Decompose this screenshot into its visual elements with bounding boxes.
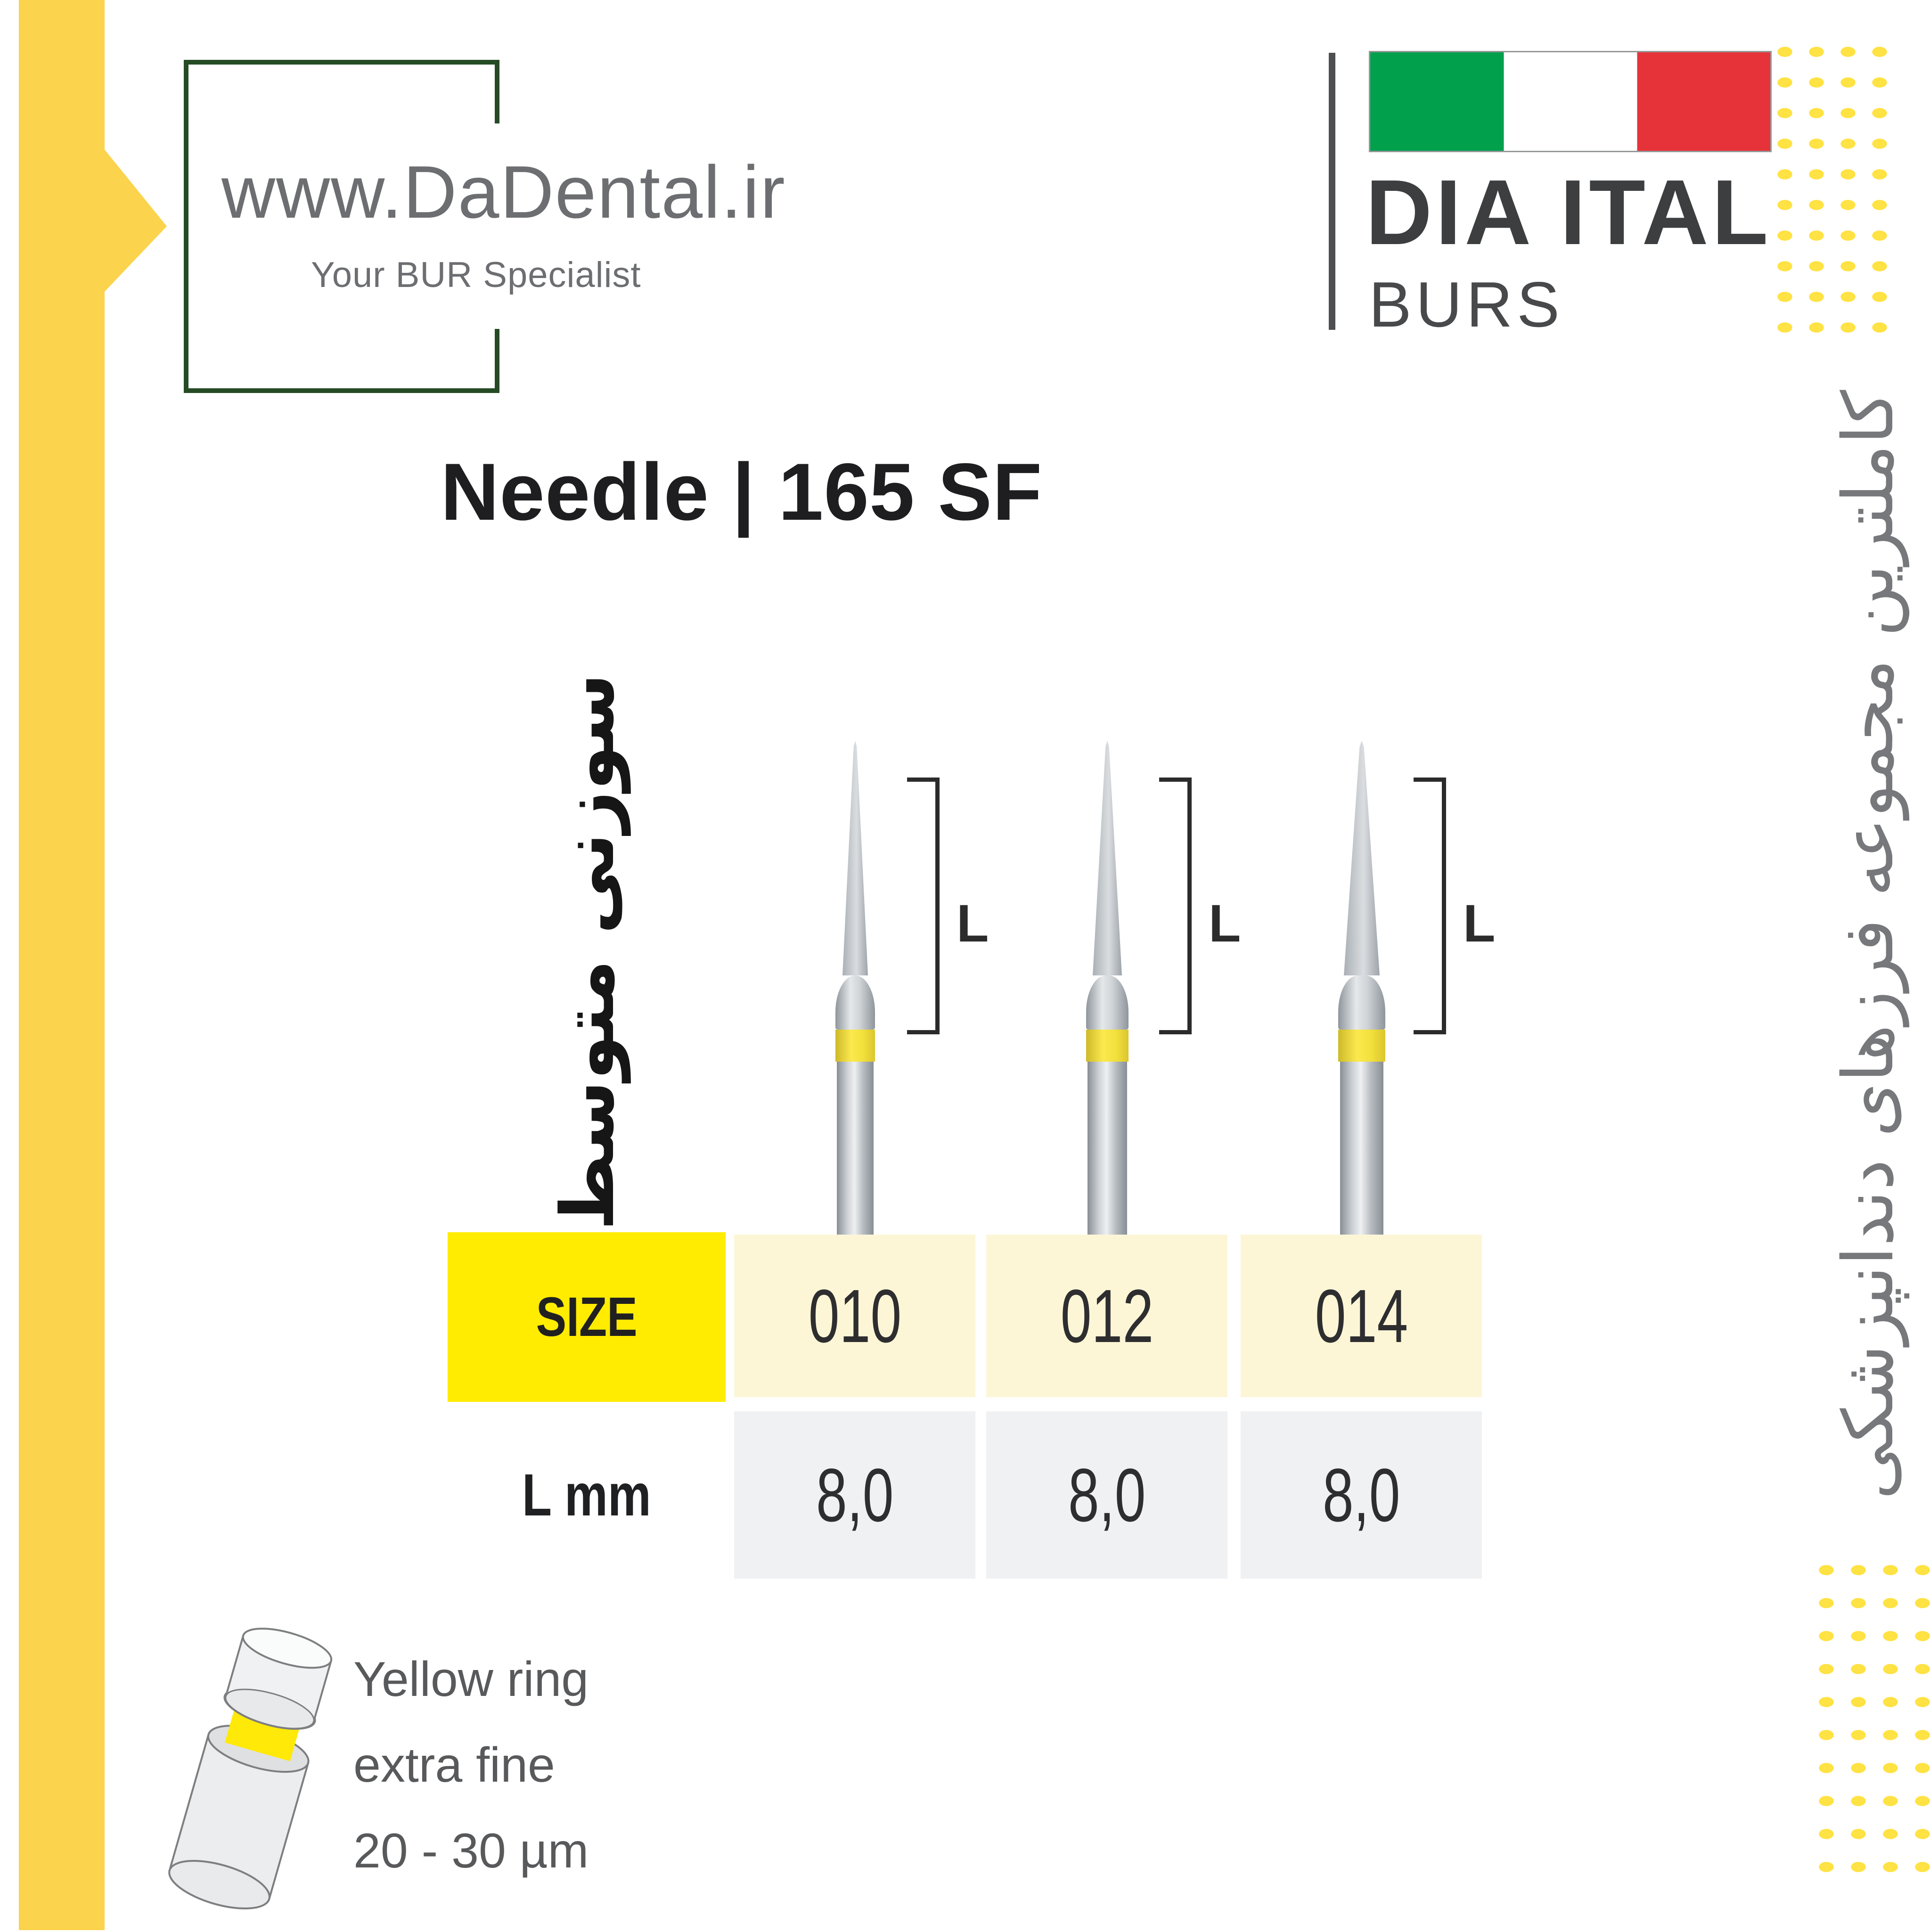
size-header-cell: SIZE [448, 1232, 726, 1402]
size-cell: 014 [1241, 1235, 1482, 1397]
bur-collar [835, 975, 875, 1030]
dots-grid-bottom-right [1811, 1555, 1930, 1885]
l-bracket [1187, 778, 1192, 1034]
length-value: 8,0 [1068, 1452, 1146, 1537]
site-tagline: Your BUR Specialist [311, 255, 641, 295]
l-bracket [935, 778, 940, 1034]
length-cell: 8,0 [1241, 1411, 1482, 1579]
legend-line: extra fine [353, 1738, 555, 1793]
italy-flag-icon [1369, 51, 1772, 152]
l-bracket-tick-bottom [907, 1030, 940, 1034]
l-bracket-tick-bottom [1414, 1030, 1446, 1034]
bur-shank [837, 1062, 874, 1235]
logo-frame-bottom [184, 388, 499, 393]
logo-frame-top [184, 60, 499, 65]
size-value: 014 [1315, 1273, 1408, 1358]
ribbon-chevron-icon [104, 148, 167, 293]
dots-grid-top-right [1769, 37, 1897, 345]
yellow-ring-stamp-icon [168, 1628, 333, 1910]
bur-tip [842, 741, 868, 975]
size-cell: 012 [986, 1235, 1227, 1397]
bur-shank [1340, 1062, 1383, 1235]
bur-tip [1093, 741, 1122, 975]
logo-frame-right-top [495, 60, 499, 123]
bur-yellow-ring [835, 1030, 875, 1062]
length-header-label: L mm [522, 1462, 651, 1528]
brand-name: DIA ITAL [1366, 161, 1772, 264]
bur-collar [1338, 975, 1385, 1030]
bur-tip [1344, 741, 1380, 975]
l-bracket-tick-top [1414, 778, 1446, 782]
length-cell: 8,0 [986, 1411, 1227, 1579]
length-cell: 8,0 [734, 1411, 975, 1579]
bur-yellow-ring [1338, 1030, 1385, 1062]
side-ribbon [19, 0, 105, 1930]
page-title: Needle | 165 SF [441, 447, 1043, 537]
bur-yellow-ring [1086, 1030, 1129, 1062]
l-bracket-tick-top [907, 778, 940, 782]
length-header-cell: L mm [448, 1411, 726, 1579]
l-bracket-tick-top [1159, 778, 1192, 782]
length-symbol: L [1463, 894, 1496, 953]
legend-line: 20 - 30 µm [353, 1824, 589, 1878]
length-value: 8,0 [816, 1452, 894, 1537]
size-value: 010 [808, 1273, 901, 1358]
sidebar-slogan: کاملترین مجموعه فرزهای دندانپزشکی [1828, 390, 1909, 1500]
bur-collar [1086, 975, 1129, 1030]
brand-subtitle: BURS [1369, 269, 1564, 340]
brand-divider [1329, 53, 1335, 330]
size-header-label: SIZE [536, 1286, 638, 1348]
size-cell: 010 [734, 1235, 975, 1397]
logo-frame-right-bottom [495, 329, 499, 393]
legend-line: Yellow ring [353, 1652, 589, 1707]
category-label: سوزنی متوسط [545, 673, 630, 1231]
length-symbol: L [1209, 894, 1241, 953]
site-url: www.DaDental.ir [221, 151, 786, 234]
size-value: 012 [1060, 1273, 1153, 1358]
l-bracket-tick-bottom [1159, 1030, 1192, 1034]
bur-shank [1088, 1062, 1127, 1235]
logo-frame-left [184, 60, 188, 393]
l-bracket [1442, 778, 1446, 1034]
length-value: 8,0 [1322, 1452, 1400, 1537]
length-symbol: L [957, 894, 989, 953]
